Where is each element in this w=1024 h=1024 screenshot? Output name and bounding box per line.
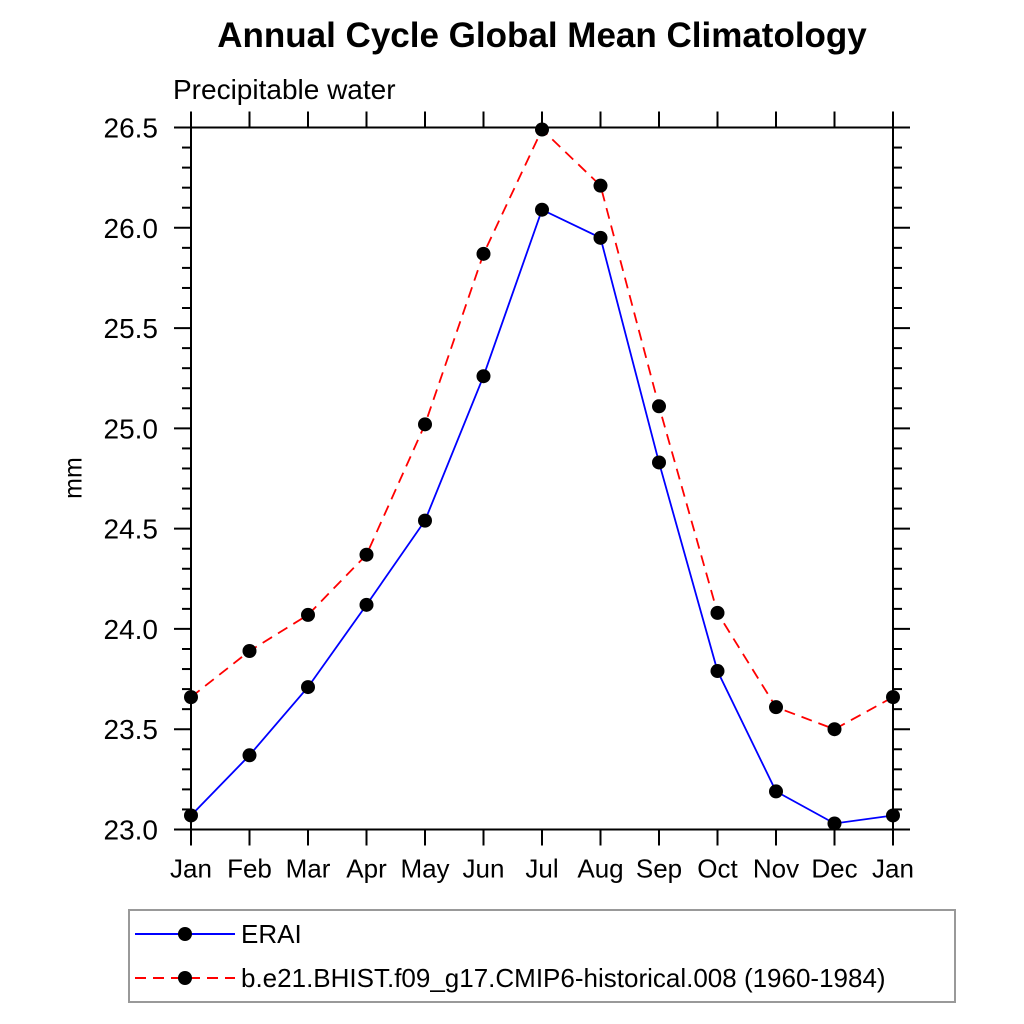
x-tick-label: Oct	[697, 854, 738, 884]
plot-frame	[190, 126, 894, 831]
legend-label-model: b.e21.BHIST.f09_g17.CMIP6-historical.008…	[241, 962, 886, 993]
x-tick-label: Jan	[170, 854, 212, 884]
x-tick-label: Mar	[286, 854, 331, 884]
y-tick-label: 23.0	[104, 815, 159, 846]
y-tick-label: 26.5	[104, 113, 159, 144]
x-tick-label: Nov	[753, 854, 799, 884]
y-tick-label: 24.5	[104, 514, 159, 545]
y-tick-label: 25.5	[104, 313, 159, 344]
x-tick-label: Sep	[636, 854, 682, 884]
x-tick-label: Apr	[346, 854, 387, 884]
chart-subtitle: Precipitable water	[173, 74, 396, 105]
erai-line-swatch	[135, 927, 235, 941]
x-tick-label: Feb	[227, 854, 272, 884]
x-axis-ticks	[190, 111, 894, 846]
legend-item-model: b.e21.BHIST.f09_g17.CMIP6-historical.008…	[133, 956, 954, 1000]
x-tick-label: Jun	[463, 854, 505, 884]
legend-label-erai: ERAI	[241, 918, 302, 949]
y-tick-label: 25.0	[104, 413, 159, 444]
model-line-swatch	[135, 971, 235, 985]
x-tick-label: Aug	[577, 854, 623, 884]
y-tick-label: 23.5	[104, 714, 159, 745]
x-tick-label: Dec	[811, 854, 857, 884]
x-tick-labels: Jan Feb Mar Apr May Jun Jul Aug Sep Oct Nov Dec Jan	[170, 854, 914, 884]
y-tick-labels: 23.0 23.5 24.0 24.5 25.0 25.5 26.0 26.5	[104, 113, 159, 846]
y-tick-label: 26.0	[104, 213, 159, 244]
x-tick-label: Jul	[525, 854, 558, 884]
chart-title: Annual Cycle Global Mean Climatology	[217, 16, 867, 55]
series-erai	[184, 202, 900, 831]
legend-item-erai: ERAI	[133, 912, 954, 956]
series-model	[184, 122, 900, 737]
legend: ERAI b.e21.BHIST.f09_g17.CMIP6-historica…	[128, 909, 956, 1003]
x-tick-label: Jan	[872, 854, 914, 884]
y-axis-ticks	[174, 126, 910, 831]
y-tick-label: 24.0	[104, 614, 159, 645]
x-tick-label: May	[400, 854, 449, 884]
